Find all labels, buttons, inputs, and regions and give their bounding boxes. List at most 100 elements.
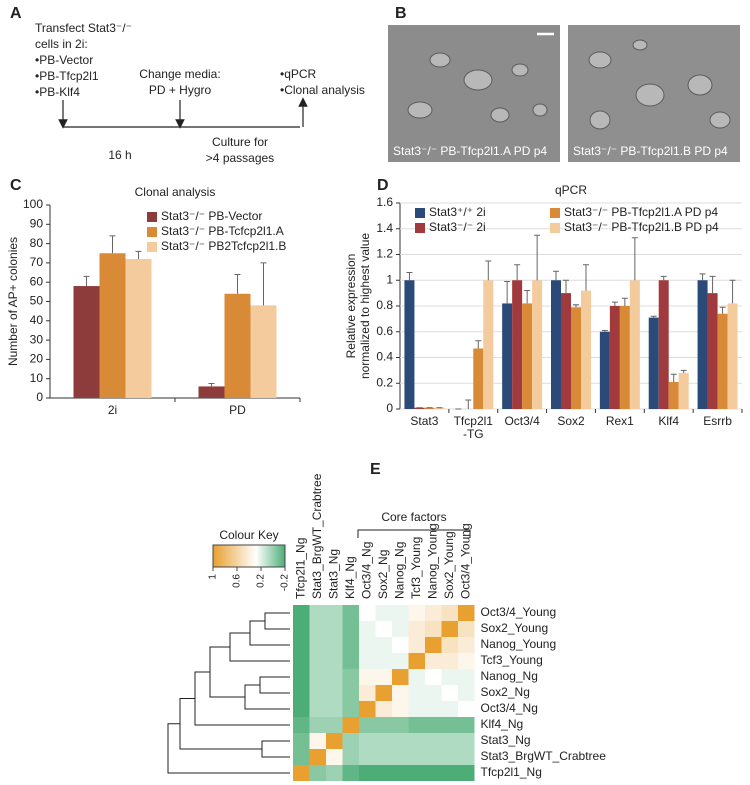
heatmap-cell bbox=[293, 765, 310, 781]
heatmap-cell bbox=[342, 749, 359, 765]
y-tick-label: 0 bbox=[36, 390, 43, 404]
protocol-text: •PB-Klf4 bbox=[35, 85, 80, 99]
y-tick-label: 30 bbox=[30, 332, 44, 346]
heatmap-cell bbox=[441, 653, 458, 669]
y-tick-label: 10 bbox=[30, 371, 44, 385]
row-label: Stat3_Ng bbox=[481, 733, 531, 747]
colour-key-title: Colour Key bbox=[219, 528, 278, 542]
heatmap-cell bbox=[342, 717, 359, 733]
error-bar bbox=[583, 264, 589, 291]
row-label: Sox2_Young bbox=[481, 621, 549, 635]
bar bbox=[678, 372, 689, 409]
heatmap-cell bbox=[408, 669, 425, 685]
heatmap-cell bbox=[309, 621, 326, 637]
heatmap-cell bbox=[392, 669, 409, 685]
bar bbox=[599, 331, 610, 409]
protocol-text: PD + Hygro bbox=[149, 83, 212, 97]
bar bbox=[619, 306, 630, 409]
heatmap-cell bbox=[326, 749, 343, 765]
column-label: Nanog_Ng bbox=[392, 542, 406, 599]
bracket-label: Core factors bbox=[381, 510, 446, 524]
heatmap-cell bbox=[425, 605, 442, 621]
bar bbox=[424, 407, 435, 409]
error-bar bbox=[563, 279, 569, 294]
column-label: Oct3/4_Young bbox=[458, 523, 472, 599]
bar bbox=[434, 407, 445, 409]
bar bbox=[648, 317, 659, 409]
bar bbox=[571, 307, 581, 409]
error-bar bbox=[650, 315, 657, 318]
chart-title: Clonal analysis bbox=[135, 185, 216, 199]
heatmap-cell bbox=[408, 701, 425, 717]
heatmap-cell bbox=[326, 669, 343, 685]
y-axis-label: Relative expression bbox=[344, 254, 358, 359]
bar bbox=[668, 381, 679, 409]
timeline bbox=[58, 97, 308, 129]
row-label: Nanog_Young bbox=[481, 637, 557, 651]
heatmap-cell bbox=[458, 605, 475, 621]
bar bbox=[512, 280, 523, 409]
y-tick-label: 0 bbox=[386, 401, 393, 415]
heatmap-cell bbox=[441, 605, 458, 621]
row-label: Nanog_Ng bbox=[481, 669, 538, 683]
protocol-text: cells in 2i: bbox=[35, 37, 88, 51]
heatmap-cell bbox=[458, 685, 475, 701]
error-bar bbox=[485, 260, 492, 281]
column-label: Stat3_Ng bbox=[326, 549, 340, 599]
y-tick-label: 0.4 bbox=[376, 350, 393, 364]
y-tick-label: 20 bbox=[30, 352, 44, 366]
heatmap-cell bbox=[425, 749, 442, 765]
bar bbox=[609, 306, 620, 409]
heatmap-cell bbox=[359, 765, 376, 781]
heatmap-cell bbox=[359, 637, 376, 653]
y-tick-label: 40 bbox=[30, 313, 44, 327]
heatmap-cell bbox=[375, 733, 392, 749]
error-bar bbox=[504, 281, 511, 304]
heatmap-cell bbox=[342, 733, 359, 749]
heatmap-cell bbox=[441, 701, 458, 717]
legend-swatch bbox=[550, 223, 560, 233]
colour-key-tick-label: 1 bbox=[208, 574, 219, 580]
error-bar bbox=[465, 399, 472, 409]
error-bar bbox=[729, 279, 736, 304]
heatmap-cell bbox=[342, 621, 359, 637]
error-bar bbox=[406, 272, 413, 281]
y-axis-label: normalized to highest value bbox=[358, 233, 372, 379]
heatmap-cell bbox=[326, 621, 343, 637]
heatmap-cell bbox=[441, 685, 458, 701]
heatmap-cell bbox=[359, 733, 376, 749]
y-tick-label: 1.2 bbox=[376, 247, 393, 261]
panel-label: B bbox=[395, 5, 407, 22]
error-bar bbox=[260, 262, 267, 306]
heatmap-cell bbox=[342, 605, 359, 621]
y-tick-label: 60 bbox=[30, 274, 44, 288]
heatmap-cell bbox=[375, 669, 392, 685]
heatmap-cell bbox=[375, 653, 392, 669]
error-bar bbox=[680, 369, 687, 373]
heatmap-cell bbox=[293, 733, 310, 749]
x-tick-label: Sox2 bbox=[557, 414, 585, 428]
y-tick-label: 100 bbox=[23, 197, 43, 211]
image-caption: Stat3⁻/⁻ PB-Tfcp2l1.A PD p4 bbox=[393, 144, 547, 158]
protocol-text: •Clonal analysis bbox=[280, 83, 365, 97]
error-bar bbox=[670, 373, 677, 382]
row-label: Stat3_BrgWT_Crabtree bbox=[481, 749, 607, 763]
heatmap-cell bbox=[441, 717, 458, 733]
heatmap-cell bbox=[293, 749, 310, 765]
micrographs bbox=[388, 25, 740, 162]
legend-swatch bbox=[147, 227, 157, 237]
error-bar bbox=[660, 275, 667, 281]
heatmap-cell bbox=[392, 685, 409, 701]
bar bbox=[522, 303, 533, 409]
heatmap-cell bbox=[309, 637, 326, 653]
heatmap-cell bbox=[326, 637, 343, 653]
heatmap-cell bbox=[375, 765, 392, 781]
heatmap-cell bbox=[293, 621, 310, 637]
column-label: Sox2_Young bbox=[442, 531, 456, 599]
heatmap-cell bbox=[342, 701, 359, 717]
heatmap-cell bbox=[375, 685, 392, 701]
legend-label: Stat3⁻/⁻ PB-Tfcp2l1.B PD p4 bbox=[564, 220, 719, 234]
column-label: Oct3/4_Ng bbox=[359, 542, 373, 599]
bar bbox=[551, 280, 561, 409]
